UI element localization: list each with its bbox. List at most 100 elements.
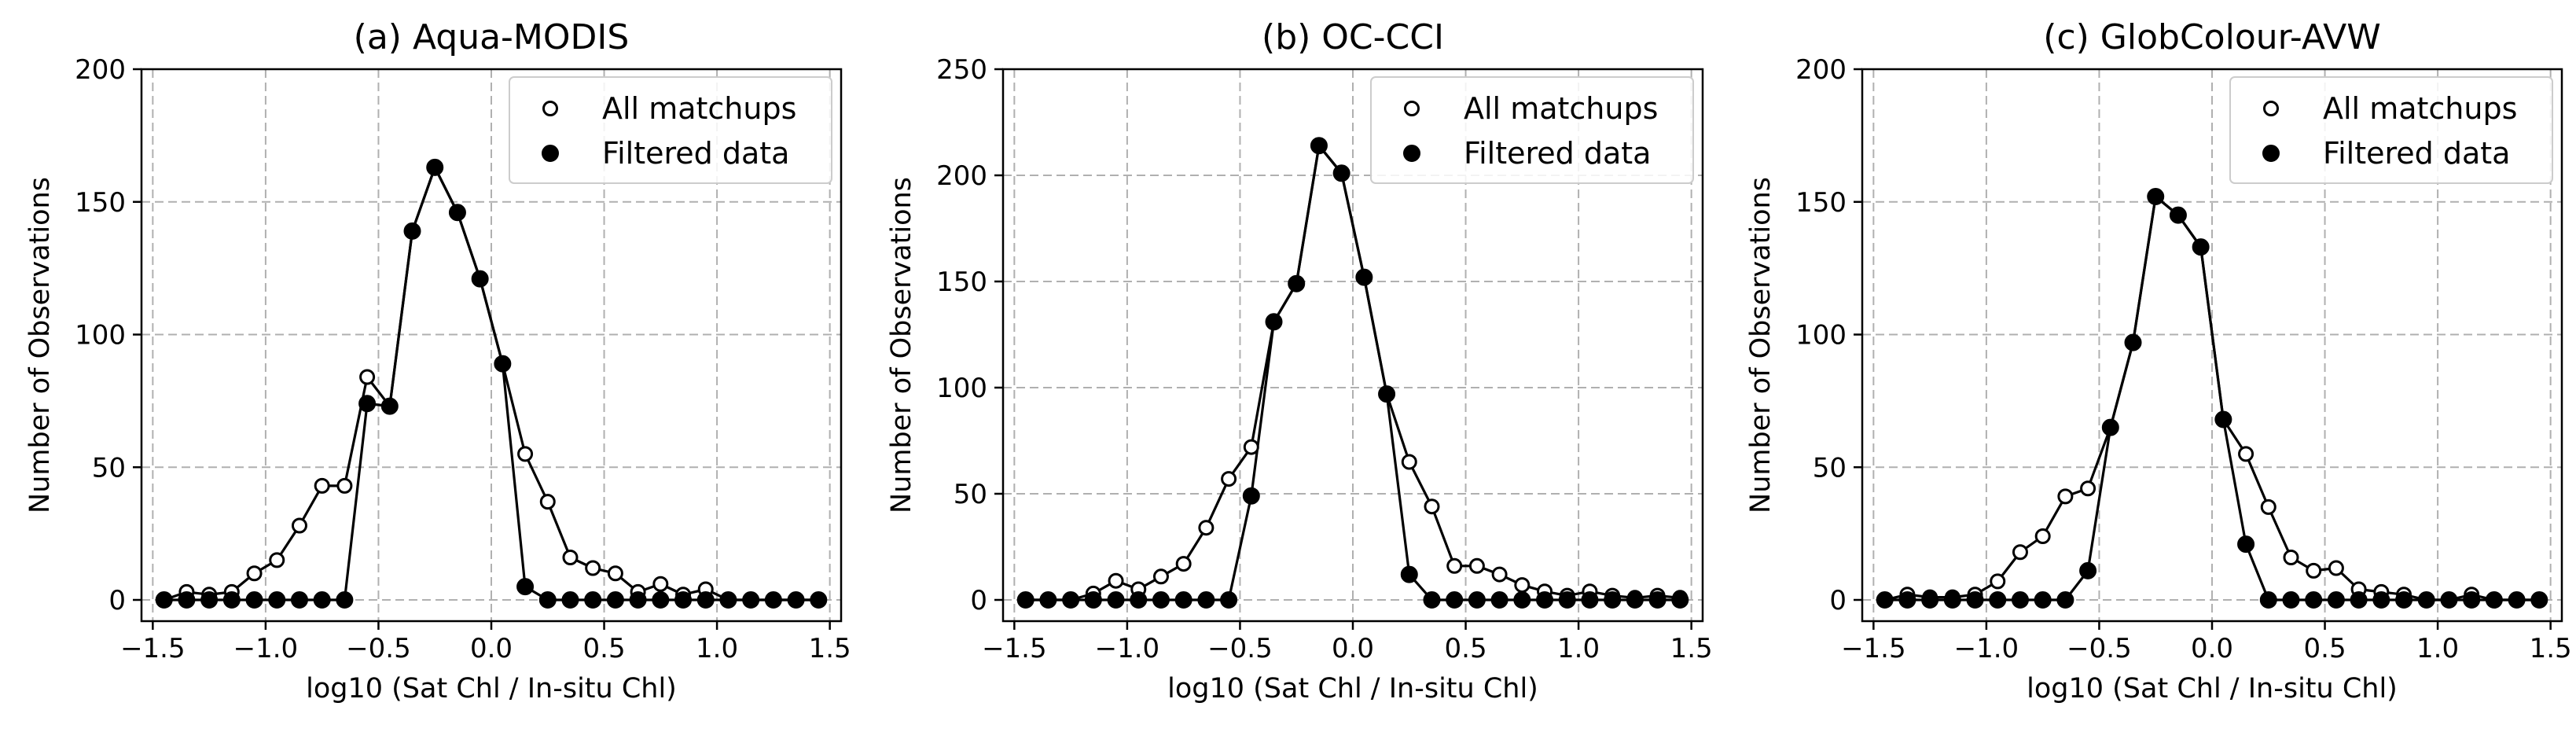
data-point-filtered [494, 355, 512, 373]
data-point-filtered [1197, 591, 1215, 609]
data-point-filtered [2101, 418, 2119, 436]
x-tick-label: 0.0 [2191, 633, 2233, 664]
legend-label: All matchups [602, 91, 796, 126]
x-tick-label: −1.5 [120, 633, 186, 664]
x-tick-label: −1.0 [1095, 633, 1160, 664]
data-point-filtered [2214, 410, 2232, 429]
legend-label: Filtered data [2323, 136, 2510, 171]
data-point-all-matchups [585, 560, 601, 576]
x-tick-label: −1.5 [982, 633, 1047, 664]
data-point-filtered [1966, 591, 1984, 609]
data-point-all-matchups [314, 477, 330, 494]
data-point-filtered [2282, 591, 2300, 609]
data-point-filtered [313, 591, 331, 609]
legend-marker-filtered [2262, 145, 2280, 162]
data-point-filtered [1604, 591, 1622, 609]
legend-marker-all-matchups [542, 101, 558, 116]
y-tick-label: 50 [92, 452, 126, 484]
x-tick-label: 0.0 [470, 633, 513, 664]
data-point-filtered [674, 591, 693, 609]
data-point-filtered [1490, 591, 1508, 609]
data-point-filtered [2485, 591, 2503, 609]
x-axis-title: log10 (Sat Chl / In-situ Chl) [2027, 673, 2398, 704]
y-tick-label: 50 [1813, 452, 1847, 484]
data-point-filtered [2124, 333, 2142, 351]
x-tick-label: 1.5 [1670, 633, 1713, 664]
data-point-filtered [1513, 591, 1531, 609]
data-point-all-matchups [2034, 528, 2051, 544]
x-tick-label: −0.5 [1207, 633, 1273, 664]
data-point-filtered [2237, 535, 2255, 554]
data-point-all-matchups [1990, 573, 2006, 590]
data-point-filtered [1355, 268, 1373, 286]
data-point-all-matchups [269, 552, 285, 568]
data-point-filtered [2169, 206, 2187, 224]
y-tick-label: 150 [75, 187, 126, 219]
x-tick-label: −1.0 [1954, 633, 2019, 664]
y-tick-label: 200 [75, 54, 126, 86]
data-point-filtered [2530, 591, 2548, 609]
x-tick-label: −0.5 [346, 633, 411, 664]
data-point-filtered [2350, 591, 2368, 609]
data-point-filtered [1876, 591, 1894, 609]
data-point-filtered [1671, 591, 1689, 609]
data-point-filtered [1016, 591, 1034, 609]
data-point-filtered [561, 591, 579, 609]
data-point-all-matchups [562, 550, 579, 565]
data-point-all-matchups [1424, 498, 1440, 515]
data-point-filtered [1423, 591, 1441, 609]
data-point-filtered [336, 591, 354, 609]
data-point-filtered [2079, 561, 2097, 579]
data-point-filtered [810, 591, 828, 609]
data-point-all-matchups [652, 576, 669, 592]
data-point-filtered [696, 591, 715, 609]
data-point-filtered [222, 591, 241, 609]
data-point-filtered [719, 591, 737, 609]
data-point-filtered [2011, 591, 2029, 609]
data-point-filtered [584, 591, 602, 609]
y-tick-label: 0 [1829, 585, 1847, 616]
data-point-all-matchups [2306, 562, 2322, 579]
data-point-filtered [1107, 591, 1125, 609]
data-point-filtered [1468, 591, 1486, 609]
legend-marker-filtered [542, 145, 559, 162]
panel-title: (a) Aqua-MODIS [354, 17, 630, 57]
data-point-filtered [1898, 591, 1916, 609]
data-point-filtered [1989, 591, 2007, 609]
data-point-filtered [2305, 591, 2323, 609]
panel-title: (b) OC-CCI [1262, 17, 1444, 57]
data-point-all-matchups [2283, 550, 2299, 565]
data-point-filtered [606, 591, 624, 609]
data-point-filtered [2192, 238, 2210, 256]
x-tick-label: 1.0 [2416, 633, 2459, 664]
data-point-filtered [1288, 274, 1306, 292]
data-point-filtered [245, 591, 263, 609]
x-tick-label: −0.5 [2067, 633, 2132, 664]
data-point-filtered [787, 591, 805, 609]
data-point-all-matchups [1108, 572, 1124, 589]
data-point-all-matchups [1175, 556, 1192, 572]
x-tick-label: 0.5 [1445, 633, 1487, 664]
y-tick-label: 50 [954, 479, 987, 510]
data-point-filtered [403, 222, 421, 240]
x-tick-label: −1.5 [1841, 633, 1906, 664]
data-point-all-matchups [1491, 566, 1508, 583]
data-point-all-matchups [2238, 446, 2254, 462]
data-point-filtered [2259, 591, 2277, 609]
data-point-filtered [268, 591, 286, 609]
legend-label: All matchups [1464, 91, 1658, 126]
data-point-filtered [380, 397, 399, 415]
data-point-filtered [1062, 591, 1080, 609]
data-point-filtered [2056, 591, 2074, 609]
data-point-all-matchups [291, 517, 307, 534]
data-point-filtered [200, 591, 219, 609]
data-point-filtered [2327, 591, 2345, 609]
data-point-all-matchups [1243, 439, 1259, 455]
data-point-filtered [2463, 591, 2481, 609]
panel-c: −1.5 −1.0 −0.5 0.0 0.5 1.0 1.5 0 50 100 150 200 log1… [1745, 17, 2572, 704]
legend-box [509, 76, 832, 184]
data-point-filtered [426, 158, 444, 176]
data-point-filtered [2372, 591, 2390, 609]
data-point-all-matchups [246, 565, 263, 582]
